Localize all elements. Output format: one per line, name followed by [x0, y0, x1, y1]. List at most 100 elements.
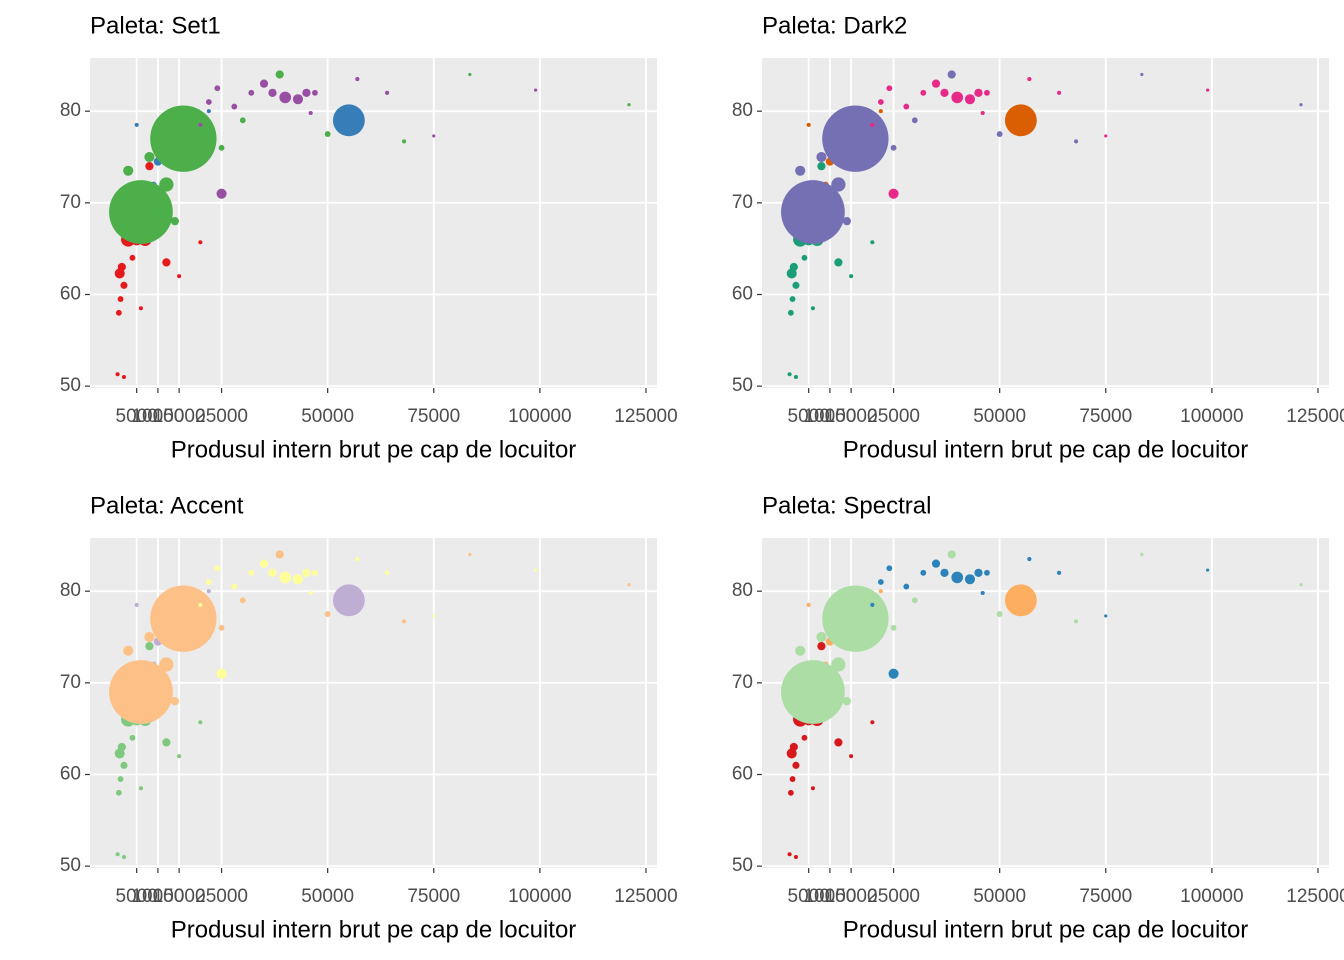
chart-title: Paleta: Set1	[90, 12, 221, 39]
x-tick-label: 10000	[803, 406, 856, 427]
point	[831, 177, 846, 192]
point	[162, 738, 171, 747]
point	[1073, 619, 1079, 624]
x-axis-label: Produsul intern brut pe cap de locuitor	[171, 436, 577, 463]
point	[117, 776, 124, 782]
point	[248, 89, 255, 96]
y-tick-label: 60	[732, 284, 753, 305]
point	[121, 854, 127, 860]
point	[964, 574, 975, 585]
point	[132, 198, 141, 207]
point	[804, 678, 813, 687]
point	[432, 614, 436, 618]
point	[911, 597, 918, 604]
point	[138, 306, 143, 311]
point	[302, 568, 311, 577]
x-tick-label: 75000	[407, 886, 460, 907]
chart-title: Paleta: Spectral	[762, 492, 931, 519]
point	[886, 565, 893, 572]
point	[787, 789, 794, 796]
y-tick-label: 50	[732, 375, 753, 396]
x-tick-label: 50000	[301, 406, 354, 427]
chart-title: Paleta: Dark2	[762, 12, 907, 39]
point	[162, 258, 171, 267]
point	[903, 103, 910, 110]
point	[312, 569, 318, 576]
x-axis-label: Produsul intern brut pe cap de locuitor	[843, 436, 1249, 463]
x-tick-label: 125000	[1286, 406, 1344, 427]
point	[878, 589, 883, 594]
point	[401, 139, 407, 144]
point	[534, 568, 538, 572]
point	[109, 180, 173, 244]
point	[980, 590, 985, 596]
point	[259, 559, 269, 568]
point	[888, 668, 899, 679]
point	[877, 99, 884, 105]
point	[781, 660, 845, 724]
point	[216, 188, 227, 199]
y-tick-label: 70	[60, 192, 81, 213]
point	[1140, 72, 1144, 77]
point	[870, 240, 875, 245]
point	[1104, 614, 1108, 618]
x-tick-label: 10000	[131, 406, 184, 427]
point	[150, 585, 217, 652]
point	[974, 568, 983, 577]
point	[138, 786, 143, 791]
point	[324, 611, 331, 617]
point	[259, 79, 269, 88]
x-tick-label: 25000	[867, 886, 920, 907]
point	[810, 306, 815, 311]
point	[984, 569, 990, 576]
y-tick-label: 60	[60, 764, 81, 785]
point	[931, 559, 941, 568]
point	[214, 85, 221, 92]
point	[888, 188, 899, 199]
point	[996, 131, 1003, 137]
point	[849, 274, 854, 279]
point	[787, 372, 792, 377]
point	[120, 761, 128, 769]
y-tick-label: 70	[60, 672, 81, 693]
point	[268, 568, 277, 577]
point	[951, 571, 964, 584]
point	[308, 590, 313, 596]
point	[385, 570, 390, 575]
point	[302, 88, 311, 97]
point	[115, 372, 120, 377]
point	[134, 602, 139, 607]
point	[842, 217, 851, 226]
x-tick-label: 100000	[508, 406, 571, 427]
point	[198, 720, 203, 725]
point	[206, 109, 211, 114]
point	[1140, 552, 1144, 557]
point	[834, 738, 843, 747]
point	[159, 657, 174, 672]
point	[170, 697, 179, 706]
point	[920, 89, 927, 96]
x-tick-label: 100000	[1180, 406, 1243, 427]
point	[145, 642, 154, 651]
y-tick-label: 50	[60, 855, 81, 876]
point	[177, 274, 182, 279]
point	[132, 678, 141, 687]
point	[239, 597, 246, 604]
y-tick-label: 80	[60, 580, 81, 601]
point	[940, 568, 949, 577]
point	[268, 88, 277, 97]
point	[810, 786, 815, 791]
point	[115, 789, 122, 796]
point	[120, 281, 128, 289]
point	[198, 122, 203, 127]
point	[801, 254, 808, 261]
point	[822, 585, 889, 652]
point	[170, 217, 179, 226]
x-tick-label: 75000	[1079, 886, 1132, 907]
point	[890, 624, 897, 631]
point	[355, 77, 360, 82]
point	[231, 583, 238, 590]
point	[123, 645, 134, 656]
point	[787, 309, 794, 316]
x-tick-label: 50000	[973, 886, 1026, 907]
